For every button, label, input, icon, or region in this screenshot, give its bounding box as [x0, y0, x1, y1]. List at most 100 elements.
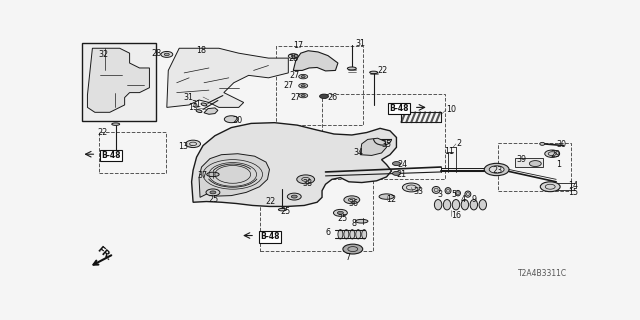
Circle shape	[344, 196, 360, 204]
Ellipse shape	[540, 142, 545, 145]
Ellipse shape	[112, 123, 120, 125]
Ellipse shape	[356, 220, 368, 223]
Text: 27: 27	[283, 81, 293, 90]
Text: 29: 29	[550, 150, 561, 159]
Ellipse shape	[445, 188, 451, 194]
Text: 22: 22	[97, 128, 108, 137]
Text: 36: 36	[349, 199, 359, 209]
Circle shape	[164, 53, 169, 56]
Ellipse shape	[479, 200, 486, 210]
Circle shape	[301, 85, 305, 87]
Text: 4: 4	[461, 195, 466, 204]
Text: 37: 37	[198, 171, 208, 180]
Ellipse shape	[465, 191, 471, 197]
Text: 11: 11	[445, 147, 454, 156]
Text: 7: 7	[346, 253, 351, 262]
Bar	[322, 93, 445, 179]
Ellipse shape	[379, 194, 394, 199]
Text: 14: 14	[568, 180, 579, 189]
Polygon shape	[191, 123, 396, 206]
Text: 25: 25	[208, 195, 218, 204]
Text: 31: 31	[191, 100, 202, 109]
Text: 13: 13	[178, 142, 188, 151]
Text: 8: 8	[352, 219, 357, 228]
Circle shape	[545, 150, 559, 157]
Text: 31: 31	[355, 39, 365, 48]
Bar	[99, 132, 166, 173]
Circle shape	[297, 175, 315, 184]
Bar	[515, 158, 543, 167]
Circle shape	[291, 195, 297, 198]
Text: 16: 16	[451, 211, 461, 220]
Text: 2: 2	[456, 139, 461, 148]
Circle shape	[206, 189, 220, 196]
Circle shape	[343, 244, 363, 254]
Bar	[83, 43, 156, 121]
Ellipse shape	[435, 200, 442, 210]
Text: 25: 25	[337, 214, 347, 223]
Text: 10: 10	[446, 105, 456, 114]
Circle shape	[301, 95, 305, 97]
Ellipse shape	[370, 71, 378, 74]
Text: 17: 17	[293, 41, 303, 50]
Ellipse shape	[356, 230, 361, 239]
Polygon shape	[88, 48, 150, 112]
Bar	[260, 177, 372, 251]
Text: 9: 9	[472, 195, 477, 204]
Ellipse shape	[452, 200, 460, 210]
Text: 6: 6	[326, 228, 330, 237]
Text: 32: 32	[99, 50, 109, 59]
Text: 1: 1	[556, 160, 561, 169]
Text: 27: 27	[289, 71, 300, 80]
Text: 18: 18	[196, 46, 207, 55]
Circle shape	[186, 140, 200, 148]
Text: 15: 15	[568, 188, 579, 197]
Ellipse shape	[461, 200, 468, 210]
Text: FR.: FR.	[95, 245, 113, 263]
Text: T2A4B3311C: T2A4B3311C	[518, 269, 567, 278]
Text: B-48: B-48	[260, 232, 280, 241]
Text: 26: 26	[327, 92, 337, 101]
Polygon shape	[199, 154, 269, 197]
Bar	[276, 46, 363, 125]
Circle shape	[287, 193, 301, 200]
Text: 28: 28	[152, 49, 162, 58]
Ellipse shape	[444, 200, 451, 210]
Ellipse shape	[348, 67, 356, 70]
Text: 24: 24	[397, 160, 408, 169]
Text: 31: 31	[183, 92, 193, 101]
Circle shape	[333, 209, 348, 216]
Text: 5: 5	[451, 190, 456, 199]
Circle shape	[484, 163, 509, 176]
Circle shape	[225, 116, 238, 123]
Circle shape	[403, 183, 420, 192]
Circle shape	[301, 76, 305, 77]
Ellipse shape	[432, 187, 440, 193]
Text: 27: 27	[291, 92, 301, 101]
Ellipse shape	[350, 230, 355, 239]
Circle shape	[392, 172, 401, 175]
Text: 30: 30	[556, 140, 566, 149]
Circle shape	[319, 94, 328, 99]
Circle shape	[299, 74, 308, 79]
Circle shape	[529, 161, 541, 166]
Text: 33: 33	[413, 187, 423, 196]
Ellipse shape	[362, 230, 367, 239]
Text: 19: 19	[188, 103, 198, 112]
Circle shape	[210, 191, 216, 194]
Text: 23: 23	[493, 166, 503, 175]
Text: 34: 34	[354, 148, 364, 157]
Ellipse shape	[201, 103, 207, 106]
Circle shape	[299, 93, 308, 98]
Text: 22: 22	[378, 66, 388, 75]
Circle shape	[291, 55, 295, 57]
Circle shape	[540, 182, 560, 192]
Circle shape	[337, 212, 344, 214]
Text: 20: 20	[233, 116, 243, 125]
Ellipse shape	[196, 110, 202, 113]
Ellipse shape	[338, 230, 343, 239]
Text: B-48: B-48	[102, 151, 121, 160]
Circle shape	[161, 52, 173, 57]
Text: 28: 28	[288, 54, 298, 63]
Circle shape	[299, 84, 308, 88]
